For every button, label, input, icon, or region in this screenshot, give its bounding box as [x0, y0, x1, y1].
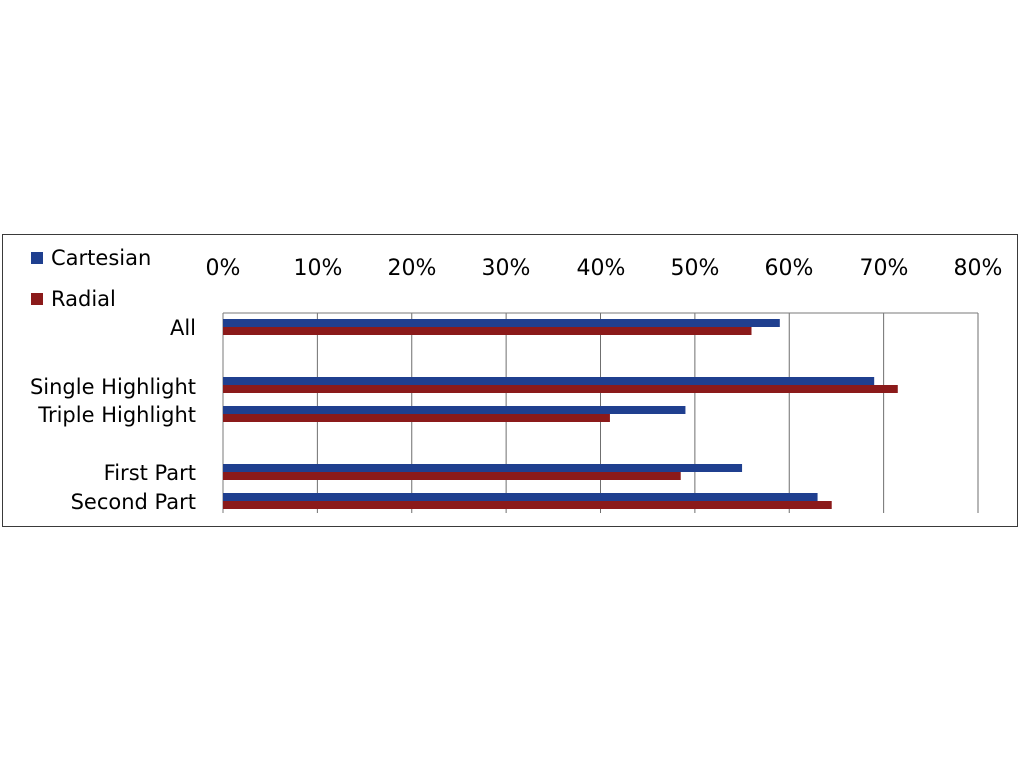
tick-label: 50%	[671, 256, 720, 281]
legend-swatch-radial	[31, 293, 43, 305]
category-label-second-part: Second Part	[71, 490, 196, 514]
bar-cartesian-single-highlight	[223, 377, 875, 385]
bar-cartesian-all	[223, 319, 780, 327]
category-label-all: All	[170, 316, 196, 340]
x-axis-ticks: 0% 10% 20% 30% 40% 50% 60% 70% 80%	[206, 256, 1003, 281]
legend-label-cartesian: Cartesian	[51, 246, 151, 270]
tick-label: 70%	[860, 256, 909, 281]
tick-label: 30%	[482, 256, 531, 281]
legend: Cartesian Radial	[31, 246, 151, 311]
tick-label: 60%	[765, 256, 814, 281]
category-label-first-part: First Part	[104, 461, 196, 485]
bar-cartesian-triple-highlight	[223, 406, 686, 414]
tick-label: 80%	[954, 256, 1003, 281]
tick-label: 40%	[577, 256, 626, 281]
tick-label: 10%	[294, 256, 343, 281]
bar-chart: Cartesian Radial 0% 10% 20% 30% 40% 50% …	[30, 246, 1003, 514]
bar-radial-triple-highlight	[223, 414, 610, 422]
bar-radial-first-part	[223, 472, 681, 480]
bar-cartesian-first-part	[223, 464, 743, 472]
category-label-single-highlight: Single Highlight	[30, 375, 196, 399]
bar-radial-all	[223, 327, 752, 335]
category-label-triple-highlight: Triple Highlight	[37, 403, 196, 427]
category-labels: All Single Highlight Triple Highlight Fi…	[30, 316, 196, 514]
chart-frame: Cartesian Radial 0% 10% 20% 30% 40% 50% …	[2, 234, 1018, 527]
bar-cartesian-second-part	[223, 493, 818, 501]
tick-label: 20%	[388, 256, 437, 281]
bar-radial-second-part	[223, 501, 832, 509]
legend-swatch-cartesian	[31, 252, 43, 264]
bar-radial-single-highlight	[223, 385, 898, 393]
legend-label-radial: Radial	[51, 287, 116, 311]
tick-label: 0%	[206, 256, 241, 281]
bars	[223, 319, 898, 509]
